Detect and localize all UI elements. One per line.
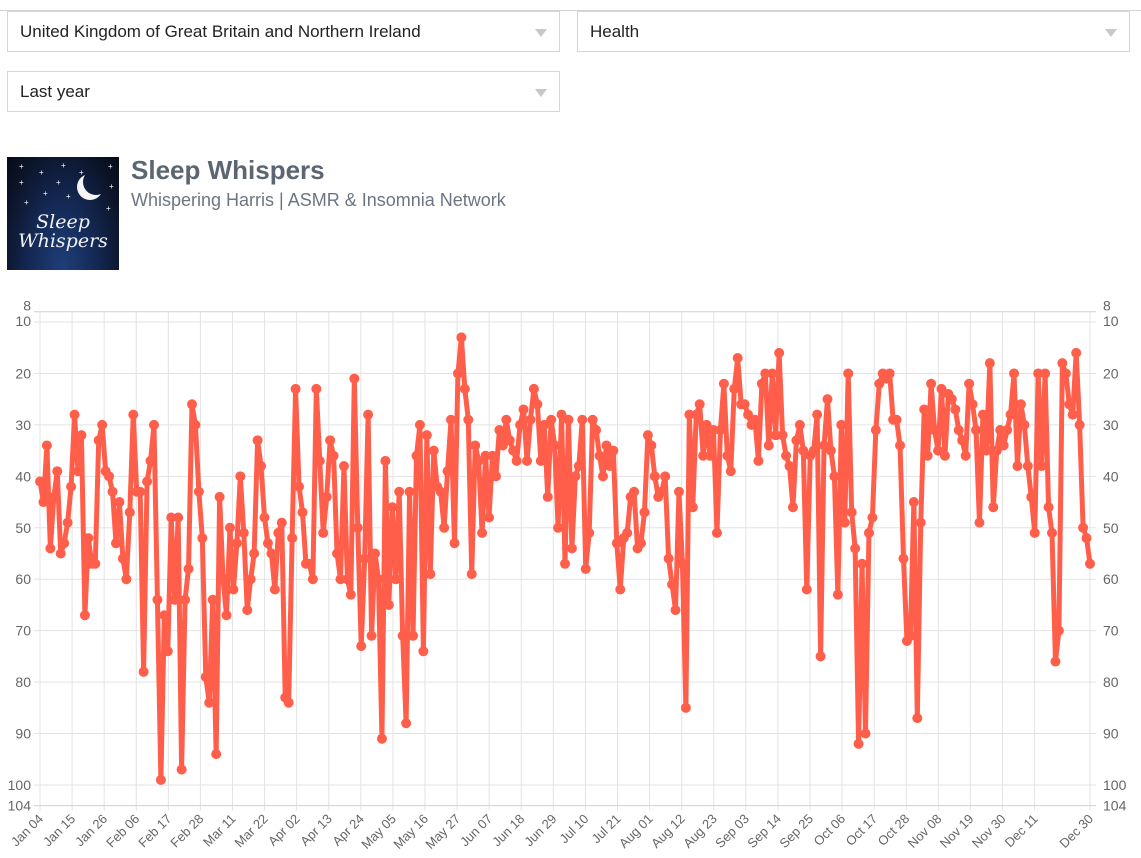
svg-text:Sep 03: Sep 03 — [712, 811, 752, 851]
podcast-cover-image: + + + + + + + + + + + + Sleep Whispers — [7, 157, 119, 270]
svg-text:Nov 08: Nov 08 — [905, 811, 945, 851]
svg-text:30: 30 — [1103, 417, 1119, 433]
svg-text:20: 20 — [15, 365, 31, 381]
svg-text:Jan 26: Jan 26 — [72, 811, 110, 849]
svg-text:Aug 23: Aug 23 — [680, 811, 720, 851]
podcast-title: Sleep Whispers — [131, 155, 325, 185]
svg-text:80: 80 — [15, 674, 31, 690]
country-select[interactable]: United Kingdom of Great Britain and Nort… — [7, 11, 560, 52]
svg-text:80: 80 — [1103, 674, 1119, 690]
svg-text:50: 50 — [1103, 520, 1119, 536]
category-select-value: Health — [590, 22, 640, 41]
svg-text:May 16: May 16 — [390, 811, 431, 852]
svg-text:Apr 13: Apr 13 — [297, 811, 335, 849]
cover-text-line2: Whispers — [18, 230, 108, 252]
svg-text:50: 50 — [15, 520, 31, 536]
svg-text:Aug 01: Aug 01 — [616, 811, 656, 851]
svg-text:40: 40 — [1103, 468, 1119, 484]
podcast-author: Whispering Harris | ASMR & Insomnia Netw… — [131, 190, 506, 210]
svg-text:Apr 02: Apr 02 — [265, 811, 303, 849]
svg-text:Jan 15: Jan 15 — [40, 811, 78, 849]
country-select-value: United Kingdom of Great Britain and Nort… — [20, 22, 421, 41]
svg-text:Dec 30: Dec 30 — [1056, 811, 1096, 851]
svg-text:Mar 22: Mar 22 — [231, 811, 270, 850]
svg-text:104: 104 — [1103, 798, 1127, 814]
svg-text:Jun 29: Jun 29 — [521, 811, 559, 849]
svg-text:8: 8 — [23, 300, 31, 314]
svg-text:Sep 14: Sep 14 — [744, 811, 784, 851]
chevron-down-icon — [535, 89, 547, 97]
svg-text:Jun 07: Jun 07 — [457, 811, 495, 849]
period-select-value: Last year — [20, 82, 90, 101]
svg-text:104: 104 — [8, 798, 32, 814]
svg-text:May 27: May 27 — [422, 811, 463, 852]
svg-text:60: 60 — [1103, 571, 1119, 587]
moon-icon — [83, 169, 109, 195]
svg-text:10: 10 — [1103, 313, 1119, 329]
svg-text:100: 100 — [1103, 777, 1127, 793]
svg-text:Jan 04: Jan 04 — [8, 811, 46, 849]
svg-text:10: 10 — [15, 313, 31, 329]
svg-text:Dec 11: Dec 11 — [1002, 811, 1041, 850]
svg-text:Jun 18: Jun 18 — [489, 811, 527, 849]
svg-text:Sep 25: Sep 25 — [776, 811, 816, 851]
svg-text:8: 8 — [1103, 300, 1111, 314]
svg-text:Mar 11: Mar 11 — [200, 811, 239, 850]
chevron-down-icon — [535, 29, 547, 37]
period-select[interactable]: Last year — [7, 71, 560, 112]
svg-text:Feb 28: Feb 28 — [167, 811, 206, 850]
svg-text:Aug 12: Aug 12 — [648, 811, 688, 851]
category-select[interactable]: Health — [577, 11, 1130, 52]
rank-history-chart[interactable]: 8 8 10 10 20 20 30 30 40 40 50 50 60 60 70 70 80 80 90 90 10… — [0, 300, 1141, 858]
svg-text:Feb 06: Feb 06 — [103, 811, 142, 850]
svg-text:20: 20 — [1103, 365, 1119, 381]
svg-text:30: 30 — [15, 417, 31, 433]
svg-text:40: 40 — [15, 468, 31, 484]
chevron-down-icon — [1105, 29, 1117, 37]
svg-text:90: 90 — [1103, 726, 1119, 742]
svg-text:70: 70 — [1103, 623, 1119, 639]
svg-text:Oct 17: Oct 17 — [843, 811, 881, 849]
svg-text:60: 60 — [15, 571, 31, 587]
svg-text:Oct 06: Oct 06 — [811, 811, 849, 849]
svg-text:Jul 10: Jul 10 — [556, 811, 591, 846]
svg-text:May 05: May 05 — [358, 811, 399, 852]
svg-text:Feb 17: Feb 17 — [135, 811, 174, 850]
svg-text:Nov 30: Nov 30 — [969, 811, 1009, 851]
svg-text:100: 100 — [8, 777, 32, 793]
cover-text-line1: Sleep — [36, 211, 90, 233]
top-divider — [0, 10, 1141, 11]
svg-text:90: 90 — [15, 726, 31, 742]
svg-text:Nov 19: Nov 19 — [937, 811, 977, 851]
svg-text:70: 70 — [15, 623, 31, 639]
